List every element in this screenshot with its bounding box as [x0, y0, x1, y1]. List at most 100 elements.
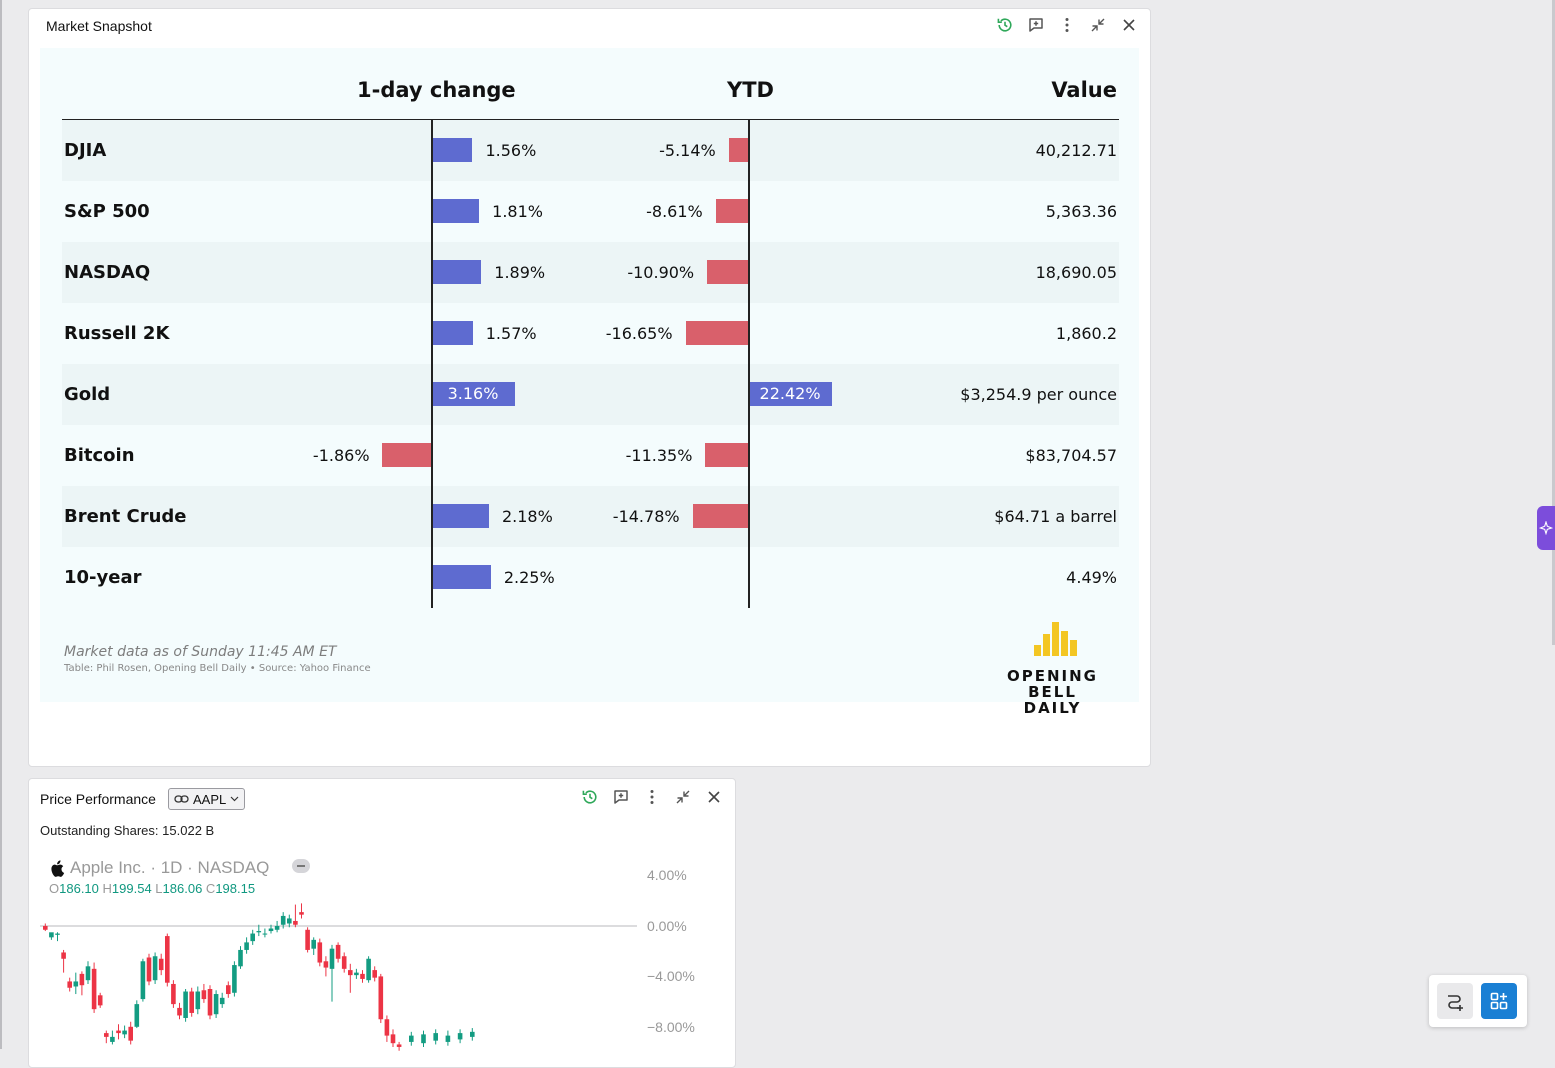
ai-assistant-tab[interactable]: [1537, 506, 1555, 550]
change-bar: [431, 199, 480, 223]
page-scrollbar[interactable]: [1552, 0, 1555, 645]
change-label: 1.81%: [492, 202, 543, 221]
widget-toolbar: [579, 786, 725, 808]
logo-line-1: OPENING BELL: [1007, 667, 1098, 701]
candle: [317, 938, 323, 967]
candle: [372, 966, 377, 982]
sparkle-icon: [1539, 521, 1553, 535]
candle-body: [299, 912, 304, 915]
candle-body: [201, 990, 207, 1000]
candle: [195, 986, 201, 1015]
row-value: $3,254.9 per ounce: [960, 385, 1117, 404]
candle-body: [116, 1030, 121, 1034]
ytd-label: -10.90%: [627, 263, 695, 282]
row-value: $83,704.57: [1025, 446, 1117, 465]
candle: [457, 1029, 463, 1044]
change-bar: [431, 504, 489, 528]
ytd-label: 22.42%: [759, 384, 821, 403]
legend-collapse-button[interactable]: [292, 859, 310, 873]
apple-logo-icon: [51, 859, 65, 877]
candle-body: [232, 965, 237, 993]
candle-body: [189, 991, 194, 1013]
ytd-label: -5.14%: [659, 141, 716, 160]
candle-body: [268, 928, 274, 932]
shares-value: 15.022 B: [162, 823, 215, 838]
row-value: $64.71 a barrel: [994, 507, 1117, 526]
candle-body: [97, 995, 103, 1006]
row-value: 40,212.71: [1035, 141, 1117, 160]
candle: [183, 989, 188, 1022]
candle: [335, 942, 341, 963]
widget-title: Market Snapshot: [46, 18, 152, 34]
row-name: Bitcoin: [64, 445, 135, 466]
ytd-bar: [715, 199, 748, 223]
refresh-icon[interactable]: [579, 786, 601, 808]
candle-body: [409, 1035, 414, 1042]
ticker-value: AAPL: [193, 791, 227, 807]
candle: [384, 1015, 390, 1042]
workflow-button[interactable]: [1437, 983, 1473, 1019]
change-label: 1.57%: [485, 324, 537, 343]
candle: [146, 953, 152, 986]
row-name: DJIA: [64, 140, 107, 161]
close-icon[interactable]: [1118, 14, 1140, 36]
candle: [287, 914, 292, 928]
change-bar: [431, 321, 473, 345]
more-options-icon[interactable]: [1056, 14, 1078, 36]
table-row: Gold 3.16% 22.42% $3,254.9 per ounce: [62, 364, 1119, 425]
candle-body: [213, 994, 219, 1015]
candle: [134, 1000, 140, 1029]
refresh-icon[interactable]: [994, 14, 1016, 36]
ohlc-readout: O186.10 H199.54 L186.06 C198.15: [49, 881, 255, 896]
candle-body: [396, 1044, 402, 1047]
candle-body: [85, 966, 91, 981]
candle-body: [470, 1031, 475, 1037]
candle-body: [219, 997, 225, 1005]
opening-bell-logo: OPENING BELL DAILY: [980, 614, 1125, 716]
change-bar: [431, 565, 491, 589]
comment-add-icon[interactable]: [1025, 14, 1047, 36]
candle-body: [256, 931, 262, 933]
add-widget-button[interactable]: [1481, 983, 1517, 1019]
outstanding-shares: Outstanding Shares: 15.022 B: [40, 823, 214, 838]
ticker-select[interactable]: AAPL: [168, 788, 246, 810]
candle: [341, 952, 347, 973]
symbol-line: Apple Inc. · 1D · NASDAQ: [70, 858, 270, 877]
candle: [140, 958, 146, 1002]
candle: [244, 937, 249, 954]
candle: [262, 928, 268, 938]
close-icon[interactable]: [703, 786, 725, 808]
candle-body: [49, 932, 54, 938]
left-edge: [0, 0, 2, 1049]
low-value: 186.06: [162, 881, 203, 896]
candle: [116, 1024, 121, 1040]
candle-body: [348, 970, 353, 976]
change-label: 3.16%: [447, 384, 499, 403]
price-chart[interactable]: [40, 853, 730, 1068]
candle-body: [305, 929, 310, 950]
low-label: L: [155, 881, 163, 896]
candle: [293, 904, 298, 928]
comment-add-icon[interactable]: [610, 786, 632, 808]
row-value: 4.49%: [1066, 568, 1117, 587]
ytd-bar: [748, 382, 833, 406]
candle-body: [171, 983, 176, 1005]
row-name: Russell 2K: [64, 323, 170, 344]
ytd-label: -14.78%: [612, 507, 680, 526]
logo-line-2: DAILY: [1023, 699, 1082, 717]
table-row: S&P 500 1.81% -8.61% 5,363.36: [62, 181, 1119, 242]
row-name: Brent Crude: [64, 506, 187, 527]
ytd-label: -11.35%: [625, 446, 693, 465]
minimize-icon[interactable]: [672, 786, 694, 808]
table-row: DJIA 1.56% -5.14% 40,212.71: [62, 120, 1119, 181]
candle: [329, 944, 335, 1002]
minimize-icon[interactable]: [1087, 14, 1109, 36]
candle: [97, 992, 103, 1008]
change-bar: [431, 382, 516, 406]
change-bar: [431, 260, 482, 284]
more-options-icon[interactable]: [641, 786, 663, 808]
logo-bars-icon: [1034, 622, 1077, 656]
candle-body: [79, 973, 85, 986]
candle: [91, 962, 97, 1013]
candle: [274, 920, 280, 933]
